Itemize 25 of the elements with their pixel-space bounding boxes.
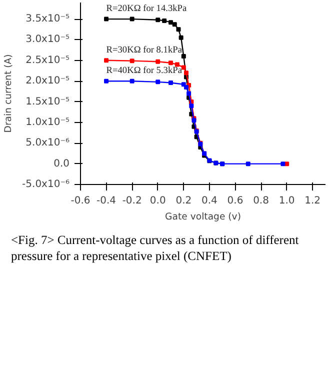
x-tick-label: 0.4 (201, 196, 218, 206)
y-tick-label: 3.5x10⁻⁵ (26, 14, 70, 25)
y-tick-label: 2.5x10⁻⁵ (26, 54, 70, 66)
x-tick-label: 0.6 (227, 196, 244, 206)
y-axis-title: Drain current (A) (3, 54, 14, 133)
y-tick-label: 3.0x10⁻⁵ (26, 34, 70, 46)
x-tick-label: 0.2 (176, 196, 192, 206)
series-label: R=20KΩ for 14.3kPa (106, 4, 188, 14)
x-tick-label: -0.2 (122, 196, 142, 206)
series-label: R=30KΩ for 8.1kPa (106, 45, 183, 56)
x-tick-label: -0.4 (96, 196, 116, 206)
y-tick-label: 1.0x10⁻⁵ (26, 116, 70, 128)
x-tick-label: 1.0 (278, 196, 295, 206)
y-tick-label: 5.0x10⁻⁶ (26, 138, 70, 149)
y-tick-label: 2.0x10⁻⁵ (26, 76, 70, 87)
x-tick-label: 0.0 (150, 196, 166, 206)
x-tick-label: -0.6 (70, 196, 90, 206)
text: <Fig. 7> Current-voltage curves as a function of different pressure for a representative pixel (CNFET) (11, 232, 300, 264)
x-tick-label: 1.2 (304, 196, 321, 206)
x-axis-title: Gate voltage (v) (165, 212, 241, 222)
x-tick-label: 0.8 (253, 196, 269, 206)
series-label: R=40KΩ for 5.3kPa (106, 66, 183, 76)
y-tick-label: -5.0x10⁻⁶ (22, 179, 70, 190)
y-tick-label: 0.0 (54, 158, 70, 170)
y-tick-label: 1.5x10⁻⁵ (26, 96, 70, 108)
